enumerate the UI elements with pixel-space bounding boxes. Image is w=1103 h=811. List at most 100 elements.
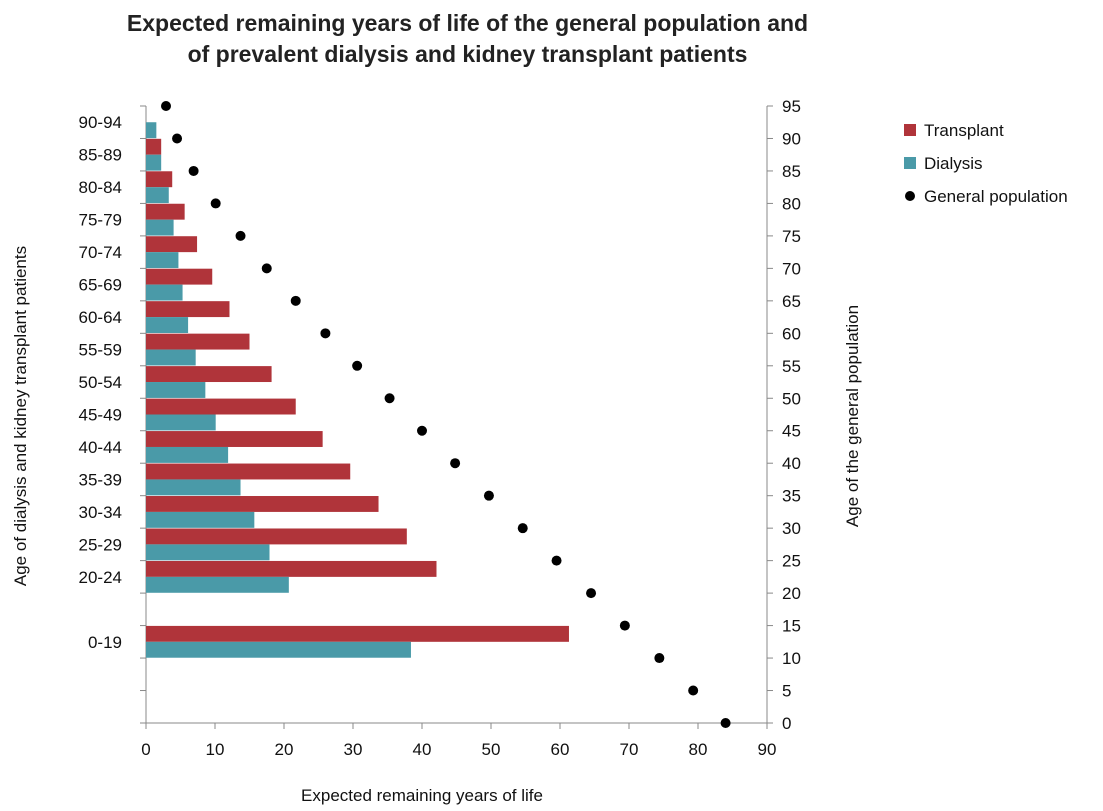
x-tick-label: 80 <box>689 740 708 759</box>
general-population-point <box>417 426 427 436</box>
right-tick-label: 30 <box>782 519 801 538</box>
right-tick-label: 0 <box>782 714 791 733</box>
dialysis-bar <box>146 155 161 171</box>
right-tick-label: 5 <box>782 682 791 701</box>
transplant-bar <box>146 464 350 480</box>
x-tick-label: 50 <box>482 740 501 759</box>
right-tick-label: 50 <box>782 389 801 408</box>
x-tick-label: 30 <box>344 740 363 759</box>
dialysis-bar <box>146 350 196 366</box>
dialysis-bar <box>146 447 228 463</box>
transplant-bar <box>146 301 229 317</box>
right-tick-label: 70 <box>782 259 801 278</box>
left-category-label: 85-89 <box>79 146 122 165</box>
general-population-point <box>189 166 199 176</box>
x-tick-label: 40 <box>413 740 432 759</box>
left-category-label: 60-64 <box>79 308 122 327</box>
left-category-label: 65-69 <box>79 276 122 295</box>
transplant-bar <box>146 171 172 187</box>
right-tick-label: 35 <box>782 487 801 506</box>
left-category-label: 45-49 <box>79 406 122 425</box>
general-population-point <box>620 621 630 631</box>
legend-transplant-swatch <box>904 124 916 136</box>
general-population-point <box>262 263 272 273</box>
transplant-bar <box>146 561 436 577</box>
x-tick-label: 20 <box>275 740 294 759</box>
dialysis-bar <box>146 577 289 593</box>
dialysis-bar <box>146 415 216 431</box>
right-tick-label: 55 <box>782 357 801 376</box>
general-population-point <box>586 588 596 598</box>
transplant-bar <box>146 496 379 512</box>
right-tick-label: 85 <box>782 162 801 181</box>
general-population-point <box>172 133 182 143</box>
legend-dialysis-label: Dialysis <box>924 154 983 173</box>
dialysis-bar <box>146 317 188 333</box>
general-population-point <box>484 491 494 501</box>
dialysis-bar <box>146 479 241 495</box>
right-axis-title: Age of the general population <box>843 305 862 527</box>
transplant-bar <box>146 399 296 415</box>
bars-group <box>146 122 569 657</box>
right-tick-label: 60 <box>782 324 801 343</box>
general-population-point <box>352 361 362 371</box>
x-tick-label: 60 <box>551 740 570 759</box>
right-tick-label: 10 <box>782 649 801 668</box>
transplant-bar <box>146 139 161 155</box>
dialysis-bar <box>146 512 254 528</box>
transplant-bar <box>146 236 197 252</box>
dialysis-bar <box>146 220 174 236</box>
legend-transplant-label: Transplant <box>924 121 1004 140</box>
left-category-label: 40-44 <box>79 438 122 457</box>
legend-general-population-marker <box>905 191 915 201</box>
right-tick-label: 20 <box>782 584 801 603</box>
left-category-label: 90-94 <box>79 113 122 132</box>
general-population-point <box>654 653 664 663</box>
left-category-label: 25-29 <box>79 535 122 554</box>
dialysis-bar <box>146 642 411 658</box>
right-tick-label: 25 <box>782 552 801 571</box>
legend: Transplant Dialysis General population <box>904 121 1068 206</box>
x-tick-label: 90 <box>758 740 777 759</box>
general-population-point <box>236 231 246 241</box>
left-category-label: 0-19 <box>88 633 122 652</box>
general-population-point <box>552 556 562 566</box>
general-population-point <box>450 458 460 468</box>
left-axis-title: Age of dialysis and kidney transplant pa… <box>11 246 30 586</box>
x-tick-label: 0 <box>141 740 150 759</box>
right-tick-label: 80 <box>782 194 801 213</box>
right-tick-label: 90 <box>782 129 801 148</box>
general-population-point <box>688 686 698 696</box>
x-tick-label: 70 <box>620 740 639 759</box>
x-tick-label: 10 <box>206 740 225 759</box>
right-axis-ticks: 0 5 10 15 20 25 30 35 40 45 50 55 60 65 70 75 80 85 90 95 <box>767 97 801 733</box>
transplant-bar <box>146 204 185 220</box>
dialysis-bar <box>146 382 205 398</box>
transplant-bar <box>146 431 323 447</box>
x-axis-ticks: 0 10 20 30 40 50 60 70 80 90 <box>141 723 776 759</box>
general-population-point <box>721 718 731 728</box>
transplant-bar <box>146 528 407 544</box>
right-tick-label: 40 <box>782 454 801 473</box>
transplant-bar <box>146 366 272 382</box>
left-category-label: 35-39 <box>79 470 122 489</box>
legend-general-population-label: General population <box>924 187 1068 206</box>
general-population-point <box>161 101 171 111</box>
general-population-point <box>291 296 301 306</box>
dialysis-bar <box>146 252 178 268</box>
dialysis-bar <box>146 122 156 138</box>
right-tick-label: 45 <box>782 422 801 441</box>
right-tick-label: 15 <box>782 617 801 636</box>
x-axis-title: Expected remaining years of life <box>301 786 543 805</box>
legend-dialysis-swatch <box>904 157 916 169</box>
left-category-label: 80-84 <box>79 178 122 197</box>
left-category-label: 50-54 <box>79 373 122 392</box>
left-category-label: 55-59 <box>79 341 122 360</box>
left-axis-ticks: 0-1920-2425-2930-3435-3940-4445-4950-545… <box>79 106 146 723</box>
left-category-label: 75-79 <box>79 211 122 230</box>
left-category-label: 70-74 <box>79 243 122 262</box>
right-tick-label: 65 <box>782 292 801 311</box>
transplant-bar <box>146 334 250 350</box>
general-population-point <box>385 393 395 403</box>
